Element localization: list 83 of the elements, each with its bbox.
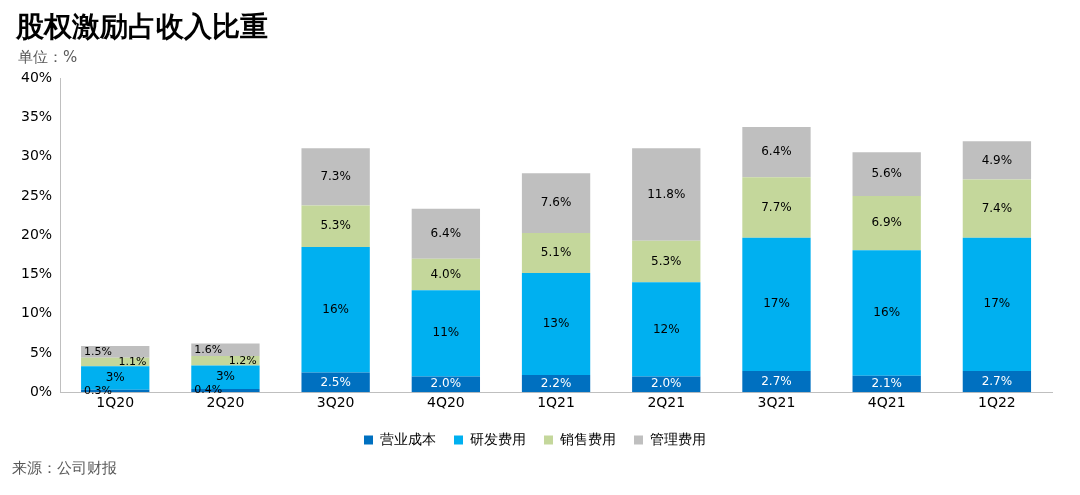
data-label: 17% — [983, 296, 1011, 311]
bar — [521, 272, 591, 375]
data-label: 1.6% — [194, 342, 223, 356]
data-label: 2.0% — [430, 376, 462, 391]
data-label: 13% — [542, 316, 570, 331]
data-label: 7.4% — [981, 200, 1013, 215]
data-label: 2.5% — [320, 374, 351, 389]
bar — [742, 371, 811, 393]
y-tick-label: 0% — [29, 382, 53, 399]
legend-label: 销售费用 — [559, 430, 616, 447]
data-label: 16% — [873, 305, 901, 320]
y-tick-label: 15% — [20, 265, 53, 282]
bar — [742, 127, 811, 178]
data-label: 12% — [652, 321, 680, 336]
bar — [852, 250, 921, 376]
data-label: 4.0% — [430, 266, 462, 281]
bar — [521, 173, 591, 233]
bar — [742, 237, 811, 372]
bar — [962, 179, 1032, 238]
x-tick-label: 2Q21 — [647, 394, 686, 411]
data-label: 5.3% — [320, 218, 351, 233]
y-tick-label: 35% — [20, 108, 53, 125]
bar — [852, 196, 921, 251]
bar — [301, 148, 370, 206]
x-tick-label: 1Q22 — [978, 394, 1016, 411]
bar — [301, 247, 370, 373]
data-label: 2.1% — [871, 376, 902, 391]
y-tick-label: 40% — [20, 69, 53, 86]
bar — [521, 232, 591, 273]
data-label: 17% — [763, 296, 790, 311]
data-label: 1.2% — [228, 353, 257, 367]
bar — [411, 290, 481, 377]
y-tick-label: 20% — [20, 225, 53, 242]
data-label: 7.3% — [320, 168, 351, 183]
bar — [962, 371, 1032, 393]
bar — [191, 356, 260, 366]
bar — [632, 148, 701, 241]
y-tick-label: 25% — [20, 186, 53, 203]
bar — [962, 141, 1032, 180]
data-label: 6.4% — [761, 144, 792, 159]
x-tick-label: 4Q20 — [426, 394, 465, 411]
x-tick-label: 1Q20 — [96, 394, 135, 411]
data-label: 2.2% — [540, 375, 572, 390]
source-note: 来源：公司财报 — [12, 459, 118, 478]
bar — [301, 205, 370, 248]
bar — [742, 177, 811, 238]
data-label: 11% — [432, 325, 460, 340]
x-tick-label: 4Q21 — [867, 394, 906, 411]
data-label: 11.8% — [647, 186, 686, 201]
x-tick-label: 3Q21 — [757, 394, 796, 411]
data-label: 4.9% — [981, 152, 1013, 167]
data-label: 2.0% — [651, 376, 682, 391]
data-label: 1.1% — [118, 354, 147, 368]
legend-label: 营业成本 — [380, 430, 436, 447]
data-label: 16% — [322, 301, 349, 316]
y-tick-label: 30% — [20, 147, 53, 164]
data-label: 6.9% — [871, 215, 902, 230]
data-label: 2.7% — [981, 373, 1013, 388]
bar — [411, 208, 481, 259]
data-label: 5.6% — [871, 166, 902, 181]
y-tick-label: 10% — [20, 304, 53, 321]
x-tick-label: 3Q20 — [316, 394, 355, 411]
chart-title: 股权激励占收入比重 — [16, 9, 269, 45]
legend-label: 研发费用 — [470, 430, 526, 447]
data-label: 5.1% — [540, 245, 572, 260]
data-label: 6.4% — [430, 225, 462, 240]
x-tick-label: 2Q20 — [206, 394, 245, 411]
bar — [852, 152, 921, 197]
data-label: 2.7% — [761, 373, 792, 388]
legend-label: 管理费用 — [650, 430, 706, 447]
chart-subtitle: 单位：% — [18, 48, 79, 67]
bar — [962, 237, 1032, 372]
data-label: 7.7% — [761, 199, 792, 214]
x-tick-label: 1Q21 — [537, 394, 575, 411]
data-label: 5.3% — [651, 253, 682, 268]
data-label: 1.5% — [84, 344, 113, 358]
data-label: 3% — [215, 369, 235, 384]
bar — [632, 240, 701, 283]
data-label: 7.6% — [540, 195, 572, 210]
y-tick-label: 5% — [29, 343, 53, 360]
bar — [411, 258, 481, 291]
bar — [632, 282, 701, 377]
data-label: 3% — [105, 370, 125, 385]
